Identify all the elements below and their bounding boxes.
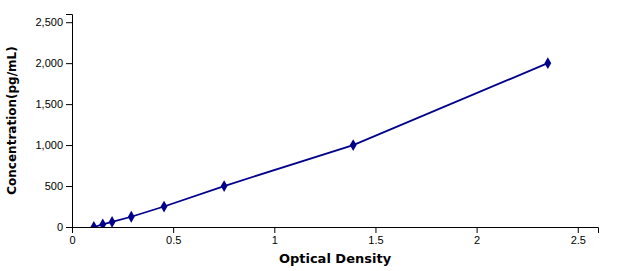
tick-label: 2.5 [571, 234, 586, 246]
tick: 500 [45, 180, 72, 192]
tick: 1,500 [35, 98, 72, 110]
tick-mark [274, 227, 275, 233]
y-axis-title: Concentration(pg/mL) [5, 46, 19, 194]
tick-mark [66, 145, 72, 146]
axis-line [73, 228, 599, 234]
tick-mark [66, 104, 72, 105]
tick-mark [66, 186, 72, 187]
marker [128, 211, 135, 223]
chart: 0 0.5 1 1.5 2 2.5 0 500 1,000 1,500 2,000 2,500 Opti… [0, 0, 618, 271]
tick-mark [173, 227, 174, 233]
tick: 2 [474, 227, 480, 246]
tick-mark [477, 227, 478, 233]
tick-label: 500 [45, 180, 63, 192]
tick-label: 0.5 [166, 234, 181, 246]
tick: 1 [272, 227, 278, 246]
tick: 2,000 [35, 57, 72, 69]
tick-label: 1.5 [368, 234, 383, 246]
marker [109, 216, 116, 227]
marker [221, 180, 228, 192]
x-axis: 0 0.5 1 1.5 2 2.5 [69, 227, 598, 246]
tick: 0.5 [166, 227, 181, 246]
tick-label: 0 [69, 234, 75, 246]
axis-line [66, 15, 73, 228]
tick: 2.5 [571, 227, 586, 246]
tick: 0 [69, 227, 75, 246]
tick-mark [66, 227, 72, 228]
tick-label: 2,500 [35, 16, 63, 28]
tick: 2,500 [35, 16, 72, 28]
x-axis-title: Optical Density [279, 251, 392, 266]
marker [544, 57, 551, 69]
line [94, 63, 548, 227]
tick-mark [66, 22, 72, 23]
marker [161, 201, 168, 213]
tick-label: 1,500 [35, 98, 63, 110]
y-axis: 0 500 1,000 1,500 2,000 2,500 [35, 15, 72, 234]
marker [350, 139, 357, 151]
marker [99, 219, 106, 227]
plot: 0 0.5 1 1.5 2 2.5 0 500 1,000 1,500 2,000 2,500 [35, 15, 598, 246]
tick-label: 0 [57, 221, 63, 233]
tick-mark [578, 227, 579, 233]
marker [90, 221, 97, 227]
tick-mark [66, 63, 72, 64]
tick: 1,000 [35, 139, 72, 151]
tick-label: 2,000 [35, 57, 63, 69]
tick: 1.5 [368, 227, 383, 246]
tick-mark [375, 227, 376, 233]
series [90, 57, 551, 227]
tick-label: 1,000 [35, 139, 63, 151]
tick: 0 [57, 221, 72, 233]
tick-label: 1 [272, 234, 278, 246]
tick-label: 2 [474, 234, 480, 246]
